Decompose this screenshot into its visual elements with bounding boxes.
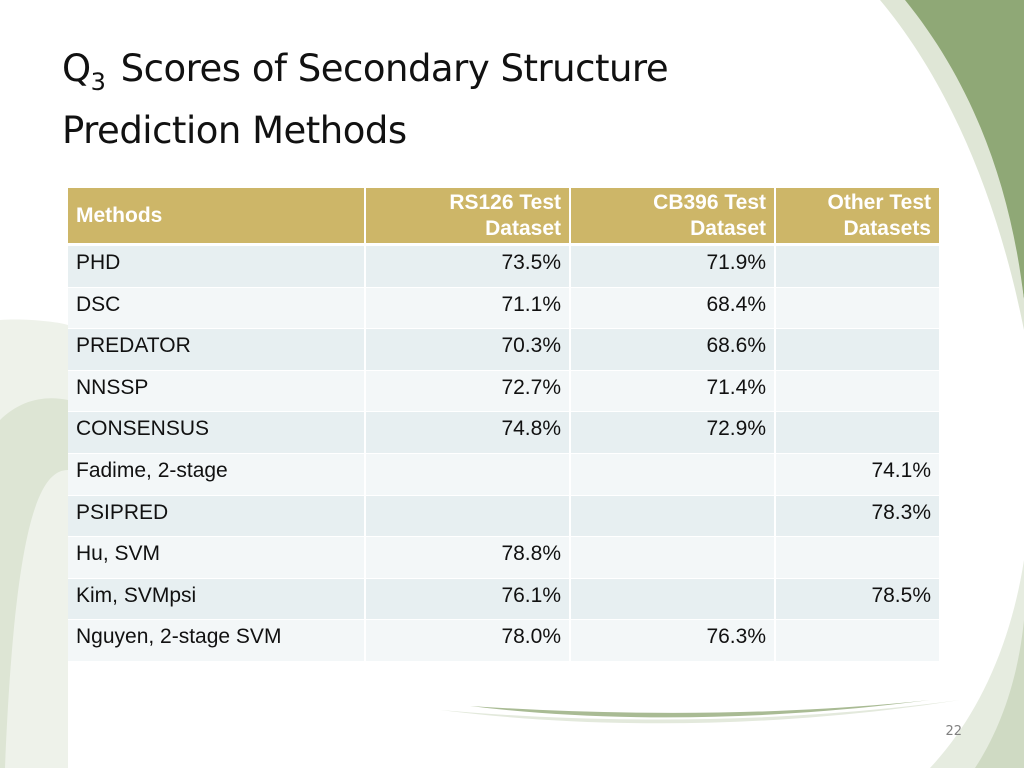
method-name-cell: Kim, SVMpsi — [68, 578, 366, 621]
header-rs126-line1: RS126 Test — [449, 190, 561, 214]
table-row: Hu, SVM 78.8% — [68, 537, 939, 579]
score-cell: 74.8% — [366, 412, 571, 454]
title-line1-text: Scores of Secondary Structure — [120, 47, 669, 90]
title-line-1: Q3 Scores of Secondary Structure — [62, 40, 669, 102]
table-body: PHD 73.5% 71.9% DSC 71.1% 68.4% PREDATOR 70.3% 6… — [68, 246, 939, 662]
score-cell: 68.6% — [571, 329, 776, 371]
score-cell — [571, 578, 776, 621]
swoosh-bottom-line — [470, 700, 930, 718]
header-cb396: CB396 Test Dataset — [571, 188, 776, 246]
score-cell: 71.4% — [571, 370, 776, 413]
score-cell: 70.3% — [366, 329, 571, 371]
table-row: PSIPRED 78.3% — [68, 495, 939, 538]
slide-title: Q3 Scores of Secondary Structure Predict… — [62, 40, 669, 159]
score-cell: 74.1% — [776, 453, 939, 496]
score-cell — [776, 287, 939, 330]
method-name-cell: CONSENSUS — [68, 412, 366, 454]
title-q: Q — [62, 47, 91, 90]
header-other: Other Test Datasets — [776, 188, 939, 246]
table-row: NNSSP 72.7% 71.4% — [68, 370, 939, 413]
score-cell: 71.1% — [366, 287, 571, 330]
score-cell: 68.4% — [571, 287, 776, 330]
table-row: Nguyen, 2-stage SVM 78.0% 76.3% — [68, 620, 939, 662]
method-name-cell: Fadime, 2-stage — [68, 453, 366, 496]
header-cb396-line1: CB396 Test — [653, 190, 766, 214]
score-cell — [776, 412, 939, 454]
title-line-2: Prediction Methods — [62, 109, 407, 152]
header-cb396-line2: Dataset — [690, 216, 766, 240]
method-name-cell: Nguyen, 2-stage SVM — [68, 620, 366, 662]
table-row: Kim, SVMpsi 76.1% 78.5% — [68, 578, 939, 621]
header-other-line2: Datasets — [843, 216, 931, 240]
method-name-cell: Hu, SVM — [68, 537, 366, 579]
swoosh-bottom-line-light — [440, 700, 960, 724]
score-cell — [366, 453, 571, 496]
scores-table-container: Methods RS126 Test Dataset CB396 Test Da… — [68, 188, 939, 662]
score-cell — [776, 246, 939, 288]
swoosh-bottom-right — [975, 620, 1024, 768]
swoosh-top-right — [900, 0, 1024, 300]
method-name-cell: PSIPRED — [68, 495, 366, 538]
score-cell — [776, 370, 939, 413]
header-rs126-line2: Dataset — [485, 216, 561, 240]
scores-table: Methods RS126 Test Dataset CB396 Test Da… — [68, 188, 939, 662]
swoosh-left-arc — [0, 398, 68, 768]
score-cell: 78.5% — [776, 578, 939, 621]
table-row: DSC 71.1% 68.4% — [68, 287, 939, 330]
table-header-row: Methods RS126 Test Dataset CB396 Test Da… — [68, 188, 939, 246]
score-cell: 73.5% — [366, 246, 571, 288]
score-cell — [571, 453, 776, 496]
score-cell: 72.9% — [571, 412, 776, 454]
method-name-cell: PHD — [68, 246, 366, 288]
table-row: PREDATOR 70.3% 68.6% — [68, 329, 939, 371]
header-methods: Methods — [68, 188, 366, 246]
score-cell — [571, 537, 776, 579]
table-row: CONSENSUS 74.8% 72.9% — [68, 412, 939, 454]
score-cell: 78.8% — [366, 537, 571, 579]
page-number: 22 — [945, 724, 962, 739]
score-cell — [571, 495, 776, 538]
swoosh-bottom-right-light — [930, 560, 1024, 768]
score-cell — [776, 620, 939, 662]
method-name-cell: DSC — [68, 287, 366, 330]
score-cell — [776, 329, 939, 371]
score-cell: 71.9% — [571, 246, 776, 288]
score-cell: 76.3% — [571, 620, 776, 662]
header-other-line1: Other Test — [827, 190, 931, 214]
score-cell: 72.7% — [366, 370, 571, 413]
score-cell — [776, 537, 939, 579]
score-cell: 78.0% — [366, 620, 571, 662]
method-name-cell: NNSSP — [68, 370, 366, 413]
table-row: Fadime, 2-stage 74.1% — [68, 453, 939, 496]
score-cell: 78.3% — [776, 495, 939, 538]
table-row: PHD 73.5% 71.9% — [68, 246, 939, 288]
score-cell — [366, 495, 571, 538]
score-cell: 76.1% — [366, 578, 571, 621]
title-subscript: 3 — [90, 68, 106, 96]
header-rs126: RS126 Test Dataset — [366, 188, 571, 246]
method-name-cell: PREDATOR — [68, 329, 366, 371]
